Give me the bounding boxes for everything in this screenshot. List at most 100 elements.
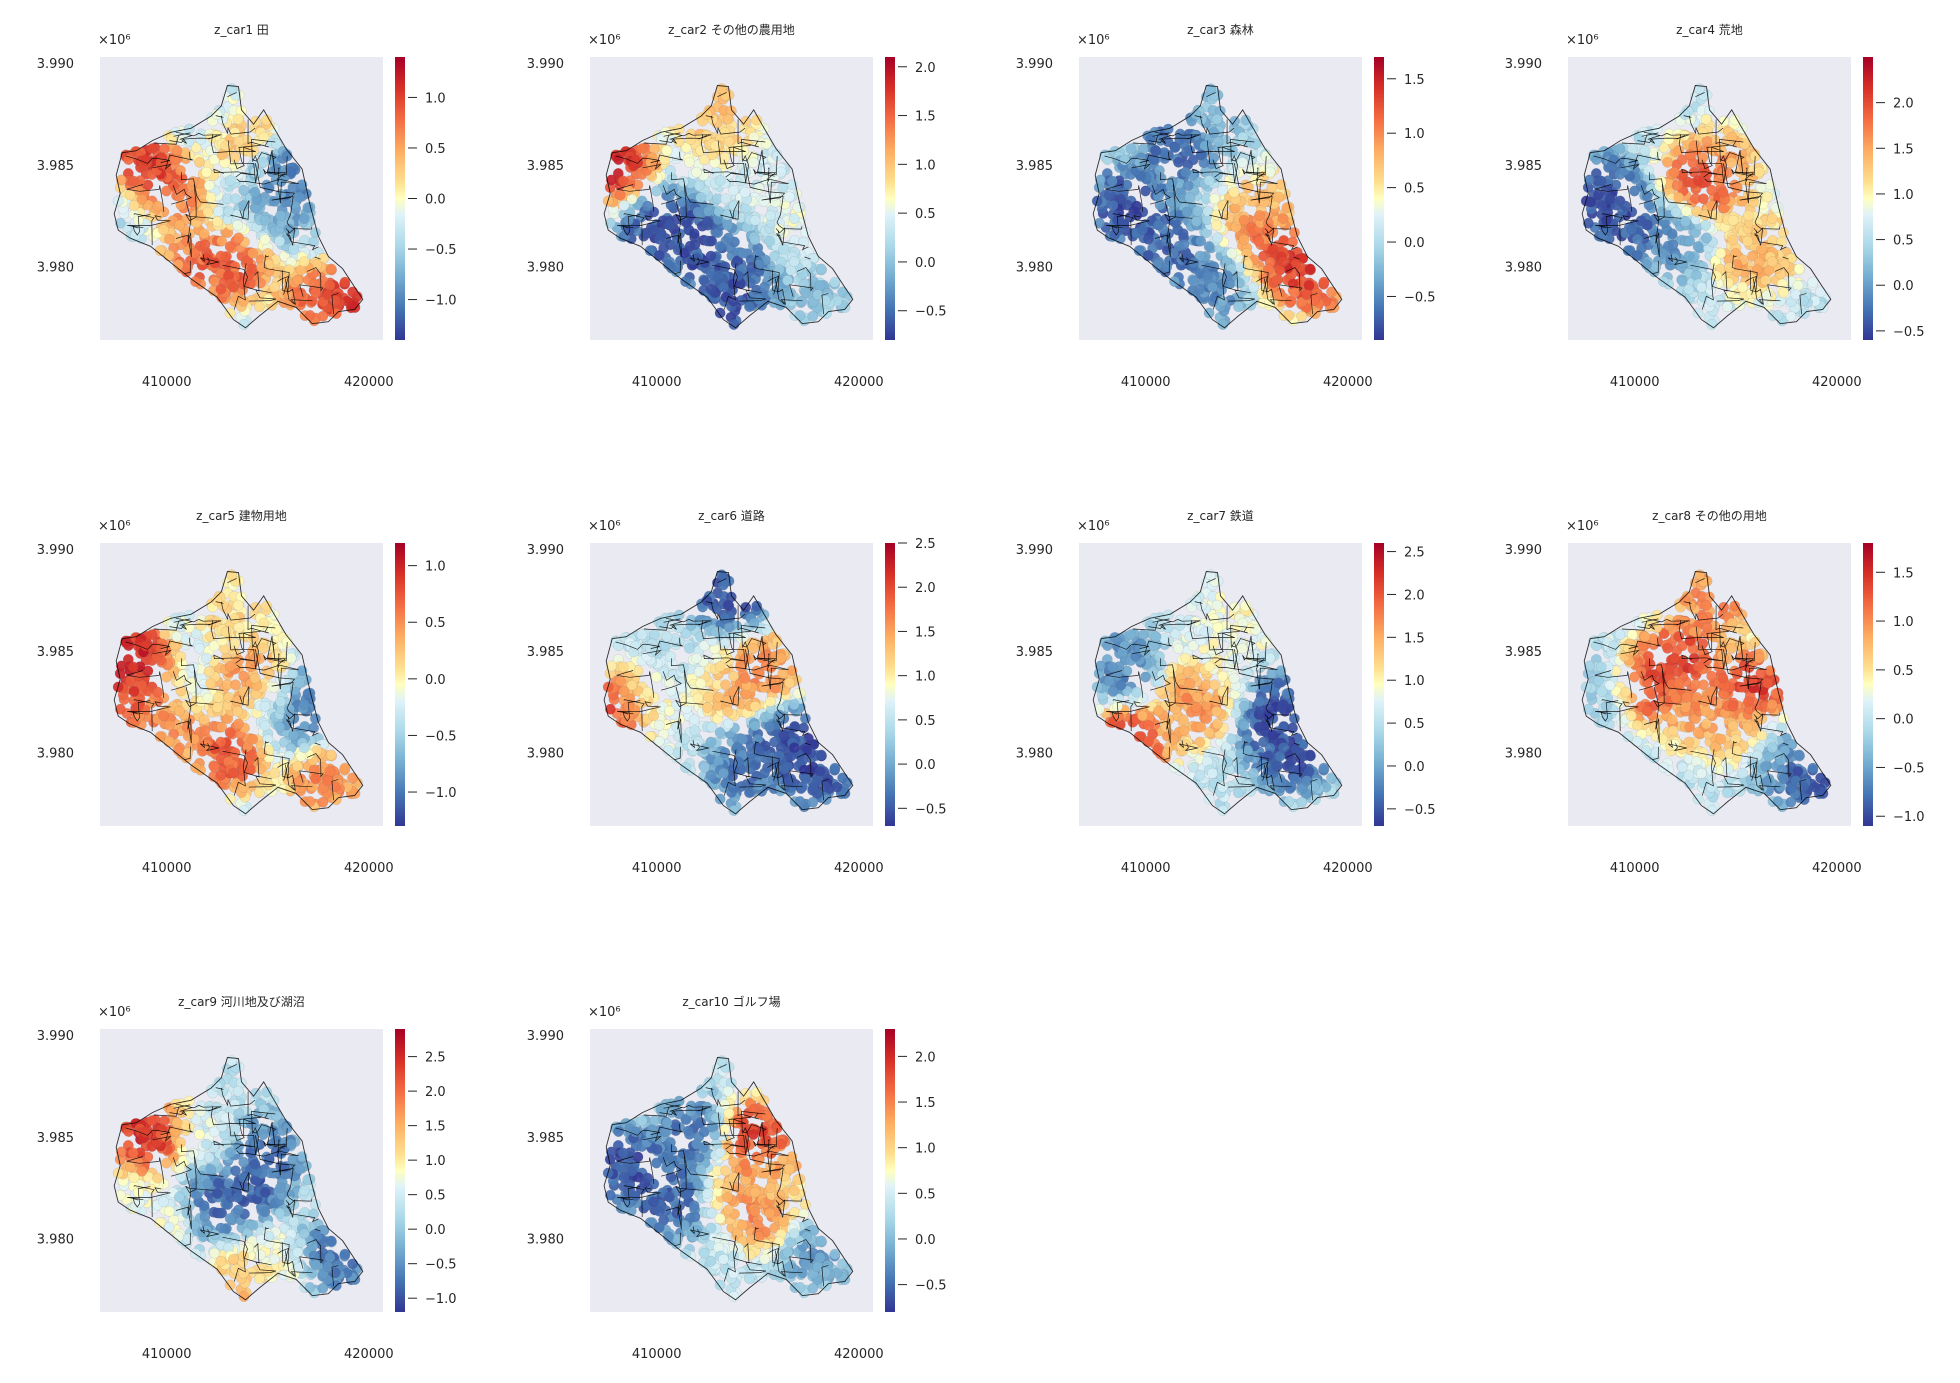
data-point <box>737 247 749 259</box>
data-point <box>123 640 134 651</box>
panel-title: z_car7 鉄道 <box>1187 508 1254 523</box>
data-point <box>347 286 358 298</box>
data-point <box>695 192 707 203</box>
data-point <box>1173 156 1184 168</box>
data-point <box>705 769 717 781</box>
data-point <box>231 695 243 707</box>
data-point <box>1701 232 1712 244</box>
colorbar <box>1374 57 1384 340</box>
data-point <box>163 719 175 731</box>
data-point <box>1161 261 1173 273</box>
data-point <box>304 796 316 807</box>
data-point <box>1815 286 1827 298</box>
data-point <box>1229 166 1240 178</box>
data-point <box>800 713 811 724</box>
colorbar-tick-label: 2.0 <box>1893 97 1914 112</box>
data-point <box>1184 192 1196 203</box>
y-offset-label: ×10⁶ <box>588 33 621 48</box>
data-point <box>1217 295 1228 307</box>
data-point <box>263 668 275 680</box>
data-point <box>298 742 310 754</box>
y-tick-label: 3.980 <box>1016 261 1053 276</box>
data-point <box>760 174 772 186</box>
data-point <box>720 193 731 205</box>
colorbar-tick-label: 0.5 <box>915 714 936 729</box>
data-point <box>1737 281 1748 293</box>
data-point <box>257 157 269 168</box>
data-point <box>213 691 224 703</box>
data-point <box>182 747 194 759</box>
data-point <box>1318 276 1330 288</box>
data-point <box>765 696 776 707</box>
data-point <box>747 157 759 168</box>
data-point <box>1303 279 1315 291</box>
colorbar <box>885 543 895 826</box>
data-point <box>1296 310 1308 322</box>
data-point <box>1706 199 1718 211</box>
data-point <box>723 718 734 730</box>
colorbar-tick-label: 0.0 <box>915 758 936 773</box>
colorbar-tick-label: 1.5 <box>915 110 936 125</box>
data-point <box>664 705 675 717</box>
data-point <box>288 243 300 255</box>
data-point <box>211 216 223 227</box>
data-point <box>1106 175 1118 187</box>
panel-title: z_car5 建物用地 <box>196 509 287 523</box>
data-point <box>1627 143 1638 155</box>
data-point <box>238 184 250 196</box>
data-point <box>161 671 172 683</box>
colorbar-tick-label: 0.0 <box>425 673 446 688</box>
x-tick-label: 410000 <box>1121 861 1171 876</box>
x-tick-label: 420000 <box>344 861 394 876</box>
data-point <box>146 143 158 155</box>
data-point <box>1178 239 1190 251</box>
data-point <box>1666 228 1678 240</box>
data-point <box>642 200 653 212</box>
data-point <box>298 699 310 710</box>
colorbar-tick-label: 0.5 <box>915 207 936 222</box>
data-point <box>740 652 751 664</box>
data-point <box>285 652 297 664</box>
data-point <box>224 175 236 187</box>
data-point <box>294 191 305 203</box>
data-point <box>201 652 212 664</box>
data-point <box>722 705 733 717</box>
data-point <box>677 662 689 673</box>
data-point <box>247 733 259 745</box>
data-point <box>203 666 215 677</box>
data-point <box>695 678 707 689</box>
colorbar-tick-label: 1.0 <box>915 158 936 173</box>
data-point <box>723 654 735 666</box>
y-tick-label: 3.990 <box>1016 543 1053 558</box>
data-point <box>249 672 261 684</box>
colorbar-tick-label: 2.0 <box>915 581 936 596</box>
data-point <box>688 714 700 726</box>
y-tick-label: 3.985 <box>1016 645 1053 660</box>
data-point <box>298 256 310 268</box>
data-point <box>231 209 243 221</box>
data-point <box>1642 219 1653 231</box>
data-point <box>728 295 739 307</box>
data-point <box>292 761 303 772</box>
data-point <box>1692 241 1704 252</box>
data-point <box>1203 175 1215 187</box>
data-point <box>829 762 841 774</box>
data-point <box>739 672 751 684</box>
data-point <box>215 283 227 295</box>
data-point <box>1153 219 1164 231</box>
data-point <box>1736 195 1748 207</box>
data-point <box>692 692 704 704</box>
y-offset-label: ×10⁶ <box>1077 519 1110 534</box>
data-point <box>201 166 212 178</box>
data-point <box>123 154 134 165</box>
data-point <box>247 247 259 259</box>
data-point <box>1620 200 1632 212</box>
panel-title: z_car2 その他の農用地 <box>668 23 795 37</box>
data-point <box>259 214 271 226</box>
data-point <box>211 109 223 120</box>
data-point <box>759 281 770 293</box>
data-point <box>1192 205 1203 217</box>
data-point <box>174 705 185 717</box>
